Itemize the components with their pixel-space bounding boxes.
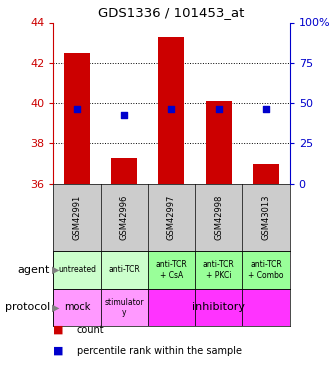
Text: ■: ■ — [53, 325, 64, 335]
Text: inhibitory: inhibitory — [192, 303, 245, 312]
Point — [216, 106, 221, 112]
Text: GSM42997: GSM42997 — [167, 195, 176, 240]
Bar — [242, 289, 290, 326]
Bar — [101, 251, 148, 289]
Title: GDS1336 / 101453_at: GDS1336 / 101453_at — [98, 6, 245, 18]
Text: ▶: ▶ — [52, 265, 59, 275]
Bar — [148, 251, 195, 289]
Text: anti-TCR
+ CsA: anti-TCR + CsA — [156, 260, 187, 280]
Text: anti-TCR
+ Combo: anti-TCR + Combo — [248, 260, 284, 280]
Bar — [195, 289, 242, 326]
Bar — [148, 289, 195, 326]
Bar — [195, 251, 242, 289]
Bar — [53, 289, 101, 326]
Text: untreated: untreated — [58, 266, 96, 274]
Text: protocol: protocol — [5, 303, 50, 312]
Bar — [206, 101, 232, 184]
Text: anti-TCR: anti-TCR — [108, 266, 140, 274]
Text: GSM43013: GSM43013 — [261, 195, 271, 240]
Point — [74, 106, 80, 112]
Bar — [159, 37, 184, 184]
Bar — [53, 251, 101, 289]
Text: mock: mock — [64, 303, 90, 312]
Text: count: count — [77, 325, 104, 335]
Text: ▶: ▶ — [52, 303, 59, 312]
Point — [263, 106, 269, 112]
Text: GSM42991: GSM42991 — [72, 195, 82, 240]
Bar — [101, 289, 148, 326]
Point — [169, 106, 174, 112]
Bar — [242, 251, 290, 289]
Text: GSM42998: GSM42998 — [214, 195, 223, 240]
Bar — [64, 53, 90, 184]
Bar — [253, 164, 279, 184]
Text: anti-TCR
+ PKCi: anti-TCR + PKCi — [203, 260, 235, 280]
Text: GSM42996: GSM42996 — [120, 195, 129, 240]
Text: percentile rank within the sample: percentile rank within the sample — [77, 346, 241, 355]
Text: agent: agent — [18, 265, 50, 275]
Point — [122, 112, 127, 118]
Bar — [111, 158, 137, 184]
Text: stimulator
y: stimulator y — [105, 298, 144, 317]
Text: ■: ■ — [53, 346, 64, 355]
